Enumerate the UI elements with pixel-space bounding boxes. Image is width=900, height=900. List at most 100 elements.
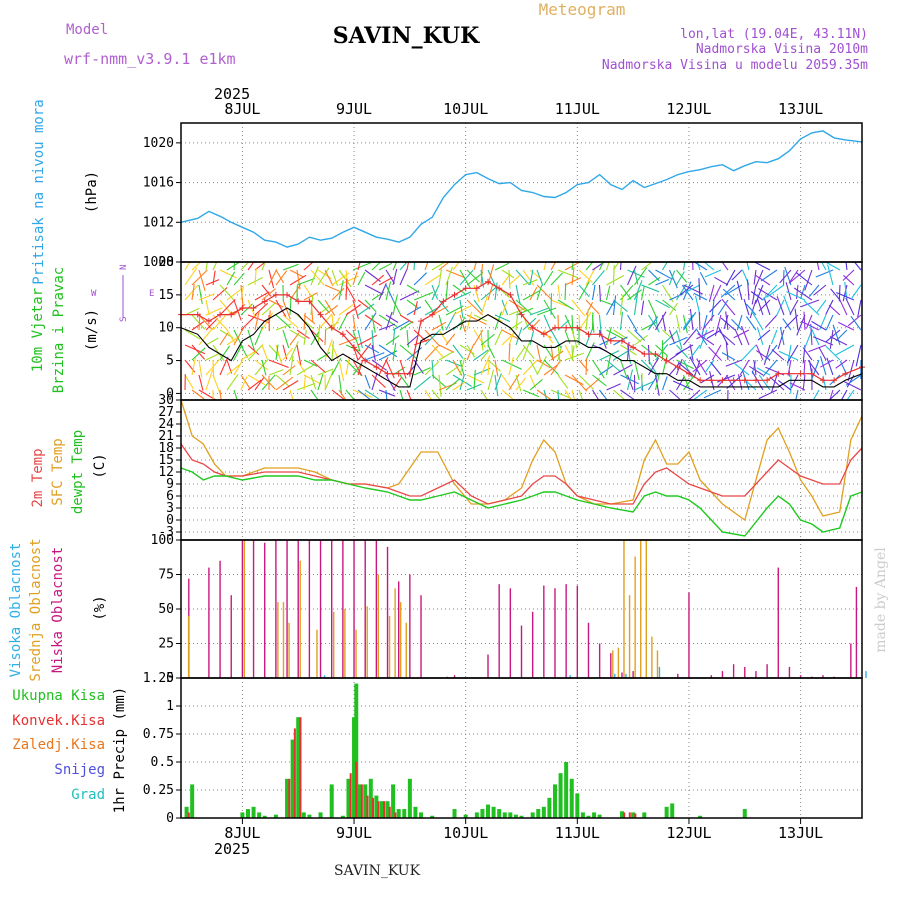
wind-barb	[612, 264, 615, 286]
wind-barb	[766, 284, 785, 298]
wind-barb	[466, 343, 475, 361]
wind-barb	[753, 269, 757, 285]
wind-barb	[739, 359, 750, 376]
x-tick-label-bottom: 11JUL	[555, 824, 600, 842]
wind-barb	[261, 288, 276, 301]
wind-barb	[809, 325, 820, 346]
wind-barb	[578, 389, 584, 400]
wind-barb	[219, 345, 231, 361]
wind-barb	[331, 314, 335, 330]
wind-barb	[626, 369, 634, 391]
wind-barb	[668, 269, 678, 289]
wind-barb	[668, 270, 676, 286]
wind-barb	[515, 312, 519, 331]
wind-barb	[364, 284, 384, 295]
wind-barb	[261, 344, 268, 359]
wind-barb	[839, 360, 848, 376]
wind-barb	[756, 350, 771, 361]
wind-barb	[522, 359, 538, 376]
wind-barb	[765, 314, 778, 328]
wind-barb	[240, 374, 251, 389]
wind-barb	[247, 344, 264, 361]
wind-barb	[254, 326, 264, 346]
wind-barb	[438, 266, 443, 286]
wind-barb	[641, 284, 660, 293]
wind-gust-marker	[518, 311, 525, 318]
wind-barb	[543, 389, 548, 400]
wind-barb	[731, 318, 743, 331]
wind-barb	[452, 291, 472, 301]
precip-total-bar	[508, 812, 513, 818]
wind-barb	[571, 299, 586, 317]
y-tick-label: 1.25	[143, 671, 174, 686]
wind-barb	[317, 299, 331, 314]
precip-total-bar	[374, 795, 379, 818]
wind-barb	[406, 306, 422, 316]
wind-barb	[827, 264, 834, 286]
wind-barb	[536, 344, 542, 363]
wind-barb	[585, 299, 600, 315]
wind-barb	[452, 381, 466, 391]
precip-total-bar	[368, 778, 373, 818]
panel-frame	[180, 399, 863, 541]
wind-barb	[352, 299, 359, 319]
wind-gust-marker	[797, 370, 804, 377]
wind-barb	[438, 299, 449, 313]
wind-gust-marker	[250, 305, 257, 311]
wind-barb	[205, 318, 218, 331]
wind-gust-marker	[563, 324, 570, 331]
wind-barb	[778, 350, 799, 361]
wind-barb	[289, 269, 304, 278]
wind-gust-marker	[406, 370, 413, 377]
wind-barb	[247, 344, 260, 356]
y-tick-label: 6	[166, 489, 174, 504]
wind-barb	[808, 284, 820, 298]
wind-barb	[494, 373, 502, 391]
wind-barb	[501, 301, 508, 316]
wind-barb	[776, 299, 785, 317]
wind-barb	[522, 269, 535, 286]
wind-barb	[760, 269, 778, 282]
wind-barb	[654, 374, 660, 396]
wind-barb	[378, 389, 396, 397]
wind-barb	[413, 272, 427, 286]
wind-barb	[357, 271, 366, 286]
wind-barb	[219, 284, 235, 301]
wind-gust-marker	[630, 344, 637, 351]
wind-barb	[655, 299, 670, 309]
wind-barb	[557, 284, 561, 300]
wind-barb	[345, 304, 362, 316]
wind-barb	[289, 274, 307, 286]
wind-gust-marker	[786, 370, 793, 377]
wind-barb	[317, 374, 324, 391]
precip-conv-bar	[293, 728, 296, 818]
wind-barb	[529, 378, 543, 391]
wind-barb	[473, 349, 489, 361]
wind-barb	[557, 345, 563, 361]
precip-conv-bar	[349, 773, 352, 818]
precip-conv-bar	[366, 795, 369, 818]
wind-barb	[694, 262, 708, 271]
wind-barb	[226, 271, 236, 286]
wind-barb	[247, 262, 255, 271]
wind-barb	[487, 359, 501, 372]
y-tick-label: 0.5	[151, 755, 174, 770]
wind-barb	[824, 262, 841, 271]
wind-gust-marker	[540, 331, 547, 338]
wind-barb	[515, 377, 526, 391]
wind-barb	[515, 299, 532, 315]
cloud-side-label: Visoka Oblacnost Srednja Oblacnost Niska…	[8, 538, 108, 681]
wind-gust-marker	[362, 357, 369, 364]
wind-barb	[846, 389, 855, 400]
wind-barb	[557, 389, 560, 400]
wind-barb	[543, 314, 552, 333]
wind-barb	[550, 329, 562, 349]
precip-total-bar	[396, 809, 401, 818]
wind-barb	[802, 347, 813, 361]
pressure-title: Pritisak na nivou mora	[31, 99, 47, 284]
precip-total-bar	[530, 812, 535, 818]
wind-barb	[557, 299, 574, 311]
wind-barb	[205, 369, 214, 391]
wind-barb	[364, 374, 371, 389]
wind-gust-marker	[663, 357, 670, 364]
